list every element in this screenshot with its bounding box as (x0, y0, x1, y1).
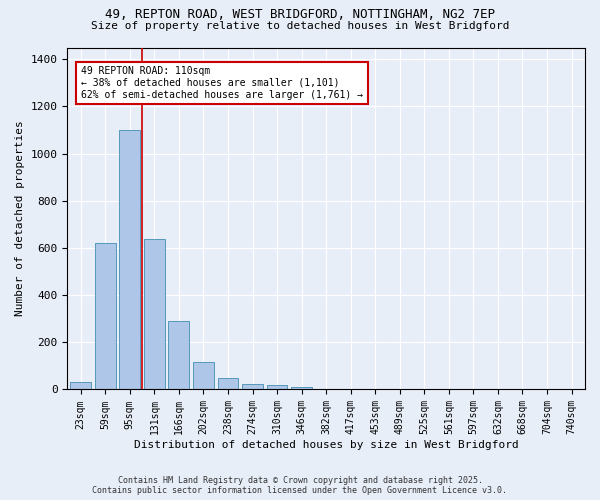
Bar (218, 378, 238, 390)
Bar (266, 385, 287, 390)
Bar (169, 321, 190, 390)
Bar (70, 382, 91, 390)
Bar (291, 386, 312, 390)
Bar (95, 243, 116, 390)
Bar (242, 384, 263, 390)
Text: Size of property relative to detached houses in West Bridgford: Size of property relative to detached ho… (91, 21, 509, 31)
Bar (144, 238, 165, 390)
Text: 49 REPTON ROAD: 110sqm
← 38% of detached houses are smaller (1,101)
62% of semi-: 49 REPTON ROAD: 110sqm ← 38% of detached… (81, 66, 363, 100)
X-axis label: Distribution of detached houses by size in West Bridgford: Distribution of detached houses by size … (134, 440, 518, 450)
Bar (119, 130, 140, 390)
Text: Contains HM Land Registry data © Crown copyright and database right 2025.
Contai: Contains HM Land Registry data © Crown c… (92, 476, 508, 495)
Text: 49, REPTON ROAD, WEST BRIDGFORD, NOTTINGHAM, NG2 7EP: 49, REPTON ROAD, WEST BRIDGFORD, NOTTING… (105, 8, 495, 20)
Y-axis label: Number of detached properties: Number of detached properties (15, 120, 25, 316)
Bar (193, 362, 214, 390)
